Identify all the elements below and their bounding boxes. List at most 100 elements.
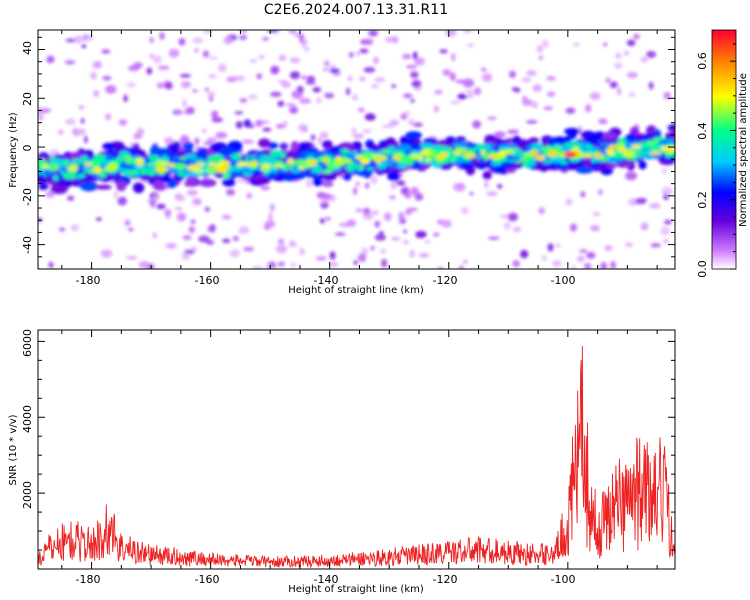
heatmap-speckle bbox=[101, 49, 111, 54]
heatmap-speckle bbox=[450, 100, 461, 104]
heatmap-band-highlight bbox=[630, 144, 642, 149]
heatmap-speckle bbox=[192, 198, 202, 206]
heatmap-speckle bbox=[74, 35, 83, 44]
heatmap-band-cell bbox=[95, 184, 112, 190]
heatmap-speckle bbox=[276, 244, 288, 254]
heatmap-band-highlight bbox=[410, 153, 420, 158]
heatmap-band-core bbox=[652, 142, 659, 151]
heatmap-speckle bbox=[209, 56, 218, 60]
heatmap-speckle bbox=[277, 238, 285, 245]
heatmap-speckle bbox=[626, 71, 639, 79]
snr-x-tick: -120 bbox=[433, 573, 458, 586]
heatmap-speckle bbox=[135, 131, 144, 136]
heatmap-speckle bbox=[93, 90, 100, 97]
heatmap-band-highlight bbox=[607, 151, 615, 156]
heatmap-band-highlight bbox=[436, 155, 444, 160]
heatmap-speckle bbox=[370, 83, 379, 89]
heatmap-band-core bbox=[49, 158, 61, 163]
spectrogram-y-tick: 0 bbox=[21, 145, 34, 152]
heatmap-band-highlight bbox=[220, 168, 227, 174]
heatmap-speckle bbox=[165, 243, 177, 249]
heatmap-speckle bbox=[512, 260, 521, 268]
heatmap-speckle bbox=[202, 30, 212, 34]
heatmap-speckle bbox=[458, 265, 465, 269]
heatmap-speckle bbox=[357, 107, 365, 113]
heatmap-speckle bbox=[346, 219, 357, 227]
heatmap-band-cell bbox=[219, 146, 236, 157]
colorbar: 0.0 0.2 0.4 0.6 Normalized spectral ampl… bbox=[696, 29, 749, 278]
heatmap-speckle bbox=[207, 137, 217, 143]
heatmap-speckle bbox=[555, 243, 561, 248]
heatmap-speckle bbox=[355, 181, 361, 187]
heatmap-speckle bbox=[105, 85, 117, 94]
heatmap-band-cell bbox=[555, 163, 570, 171]
heatmap-speckle bbox=[239, 98, 248, 103]
heatmap-speckle bbox=[243, 246, 255, 252]
heatmap-band-highlight bbox=[593, 153, 605, 158]
heatmap-speckle bbox=[390, 181, 397, 190]
heatmap-speckle bbox=[374, 77, 386, 82]
heatmap-speckle bbox=[576, 255, 585, 262]
heatmap-speckle bbox=[172, 109, 183, 116]
heatmap-speckle bbox=[445, 30, 457, 37]
heatmap-band-core bbox=[366, 166, 374, 171]
heatmap-speckle bbox=[579, 249, 588, 253]
heatmap-band-highlight bbox=[487, 154, 497, 159]
heatmap-band-highlight bbox=[218, 160, 231, 166]
heatmap-speckle bbox=[264, 219, 276, 228]
heatmap-band-highlight bbox=[393, 153, 403, 158]
heatmap-speckle bbox=[352, 186, 358, 196]
heatmap-speckle bbox=[206, 226, 216, 232]
heatmap-speckle bbox=[660, 226, 670, 236]
heatmap-band-highlight bbox=[323, 158, 330, 163]
heatmap-speckle bbox=[150, 201, 156, 208]
heatmap-speckle bbox=[410, 98, 415, 103]
heatmap-speckle bbox=[368, 30, 379, 37]
heatmap-speckle bbox=[481, 72, 493, 82]
heatmap-speckle bbox=[507, 129, 520, 135]
heatmap-speckle bbox=[359, 76, 366, 82]
heatmap-speckle bbox=[225, 188, 236, 196]
heatmap-speckle bbox=[182, 110, 188, 115]
heatmap-band-core bbox=[269, 150, 284, 158]
heatmap-speckle bbox=[373, 56, 379, 65]
heatmap-band-cell bbox=[185, 175, 198, 186]
heatmap-speckle bbox=[464, 89, 475, 94]
heatmap-speckle bbox=[316, 96, 322, 104]
heatmap-band-highlight bbox=[84, 162, 93, 167]
heatmap-band-highlight bbox=[195, 162, 205, 167]
heatmap-speckle bbox=[640, 222, 649, 231]
heatmap-band-highlight bbox=[273, 164, 285, 168]
heatmap-band-core bbox=[614, 151, 626, 160]
heatmap-layer bbox=[38, 30, 675, 269]
heatmap-band-core bbox=[234, 170, 243, 178]
heatmap-band-highlight bbox=[67, 167, 79, 172]
heatmap-band-cell bbox=[321, 140, 333, 149]
snr-y-tick: 4000 bbox=[21, 405, 34, 433]
heatmap-band-highlight bbox=[548, 151, 558, 157]
heatmap-speckle bbox=[538, 55, 543, 61]
heatmap-band-cell bbox=[667, 124, 675, 132]
heatmap-speckle bbox=[662, 167, 667, 174]
colorbar-tick: 0.4 bbox=[696, 122, 709, 140]
heatmap-speckle bbox=[329, 68, 341, 73]
snr-y-tick: 2000 bbox=[21, 481, 34, 509]
heatmap-speckle bbox=[138, 261, 151, 269]
heatmap-speckle bbox=[174, 206, 183, 211]
heatmap-speckle bbox=[374, 220, 381, 228]
heatmap-speckle bbox=[71, 127, 80, 135]
heatmap-speckle bbox=[412, 122, 424, 128]
heatmap-band-highlight bbox=[261, 164, 272, 168]
heatmap-speckle bbox=[215, 131, 228, 139]
heatmap-band-core bbox=[555, 145, 562, 151]
heatmap-speckle bbox=[48, 262, 54, 269]
snr-x-tick: -100 bbox=[551, 573, 576, 586]
heatmap-speckle bbox=[202, 50, 210, 58]
heatmap-band-highlight bbox=[93, 166, 102, 173]
heatmap-speckle bbox=[288, 30, 297, 34]
heatmap-speckle bbox=[439, 49, 448, 54]
heatmap-speckle bbox=[301, 125, 309, 133]
heatmap-speckle bbox=[321, 180, 334, 188]
heatmap-speckle bbox=[441, 219, 452, 228]
heatmap-band-highlight bbox=[359, 158, 370, 165]
